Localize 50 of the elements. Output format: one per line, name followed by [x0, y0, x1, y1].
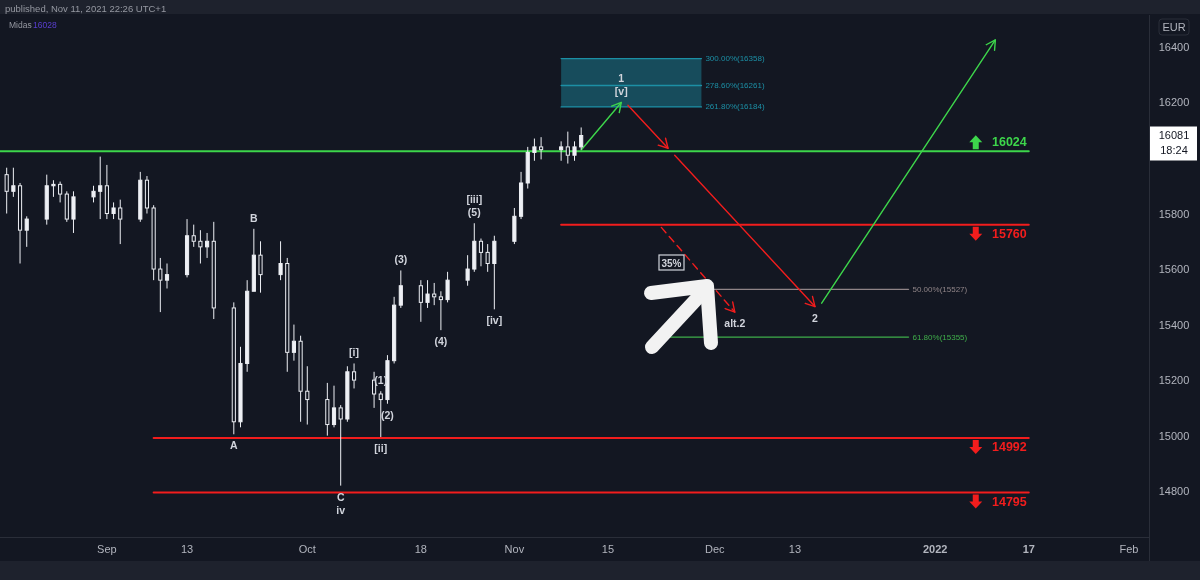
- x-tick-label: 17: [1022, 543, 1035, 555]
- x-tick-label: Feb: [1119, 543, 1139, 555]
- text: published, Nov 11, 2021 22:26 UTC+1: [5, 2, 167, 14]
- y-tick-label: 15800: [1158, 207, 1190, 220]
- x-tick-label: Nov: [504, 543, 525, 555]
- x-tick-label: Oct: [298, 543, 316, 555]
- annotation: (3): [394, 253, 408, 266]
- annotation: (2): [381, 408, 394, 421]
- x-tick-label: 13: [788, 543, 802, 555]
- annotation: C: [336, 490, 345, 503]
- y-tick-label: 15000: [1158, 429, 1190, 442]
- annotation: iv: [336, 503, 346, 516]
- y-tick-label: 16400: [1158, 40, 1190, 53]
- data-label: 14795: [991, 494, 1027, 509]
- annotation: [iv]: [486, 314, 503, 327]
- data-label: 278.60%(16261): [705, 81, 765, 91]
- annotation: 2: [812, 311, 819, 324]
- data-label: 300.00%(16358): [705, 54, 765, 64]
- x-tick-label: 18: [414, 543, 427, 555]
- x-tick-label: 13: [180, 543, 194, 555]
- annotation: B: [250, 211, 259, 224]
- annotation: (5): [467, 206, 481, 219]
- data-label: 261.80%(16184): [705, 102, 765, 112]
- y-tick-label: 15600: [1158, 263, 1190, 276]
- x-tick-label: 15: [601, 543, 615, 555]
- annotation: [iii]: [466, 193, 483, 206]
- y-tick-label: 15200: [1158, 374, 1190, 387]
- y-axis-title: EUR: [1162, 21, 1186, 33]
- data-label: 14992: [991, 439, 1027, 454]
- data-label: 50.00%(15527): [912, 284, 968, 294]
- annotation: 16028: [33, 20, 57, 30]
- annotation: (4): [434, 335, 448, 348]
- annotation: Midas: [9, 20, 32, 30]
- annotation: 1: [618, 72, 625, 85]
- text: 16081: [1158, 128, 1190, 141]
- x-tick-label: 2022: [922, 543, 948, 555]
- annotation: A: [230, 439, 239, 452]
- annotation: alt.2: [724, 317, 746, 330]
- data-label: 61.80%(15355): [912, 332, 968, 342]
- x-tick-label: Sep: [97, 543, 117, 555]
- annotation: [ii]: [374, 442, 388, 455]
- annotation: [i]: [349, 346, 360, 359]
- text: 18:24: [1160, 143, 1188, 156]
- y-tick-label: 14800: [1158, 485, 1190, 498]
- annotation: [v]: [614, 85, 628, 98]
- data-label: 16024: [991, 135, 1027, 150]
- y-tick-label: 15400: [1158, 318, 1190, 331]
- y-tick-label: 16200: [1158, 96, 1190, 109]
- data-label: 15760: [991, 226, 1027, 241]
- x-tick-label: Dec: [705, 543, 726, 555]
